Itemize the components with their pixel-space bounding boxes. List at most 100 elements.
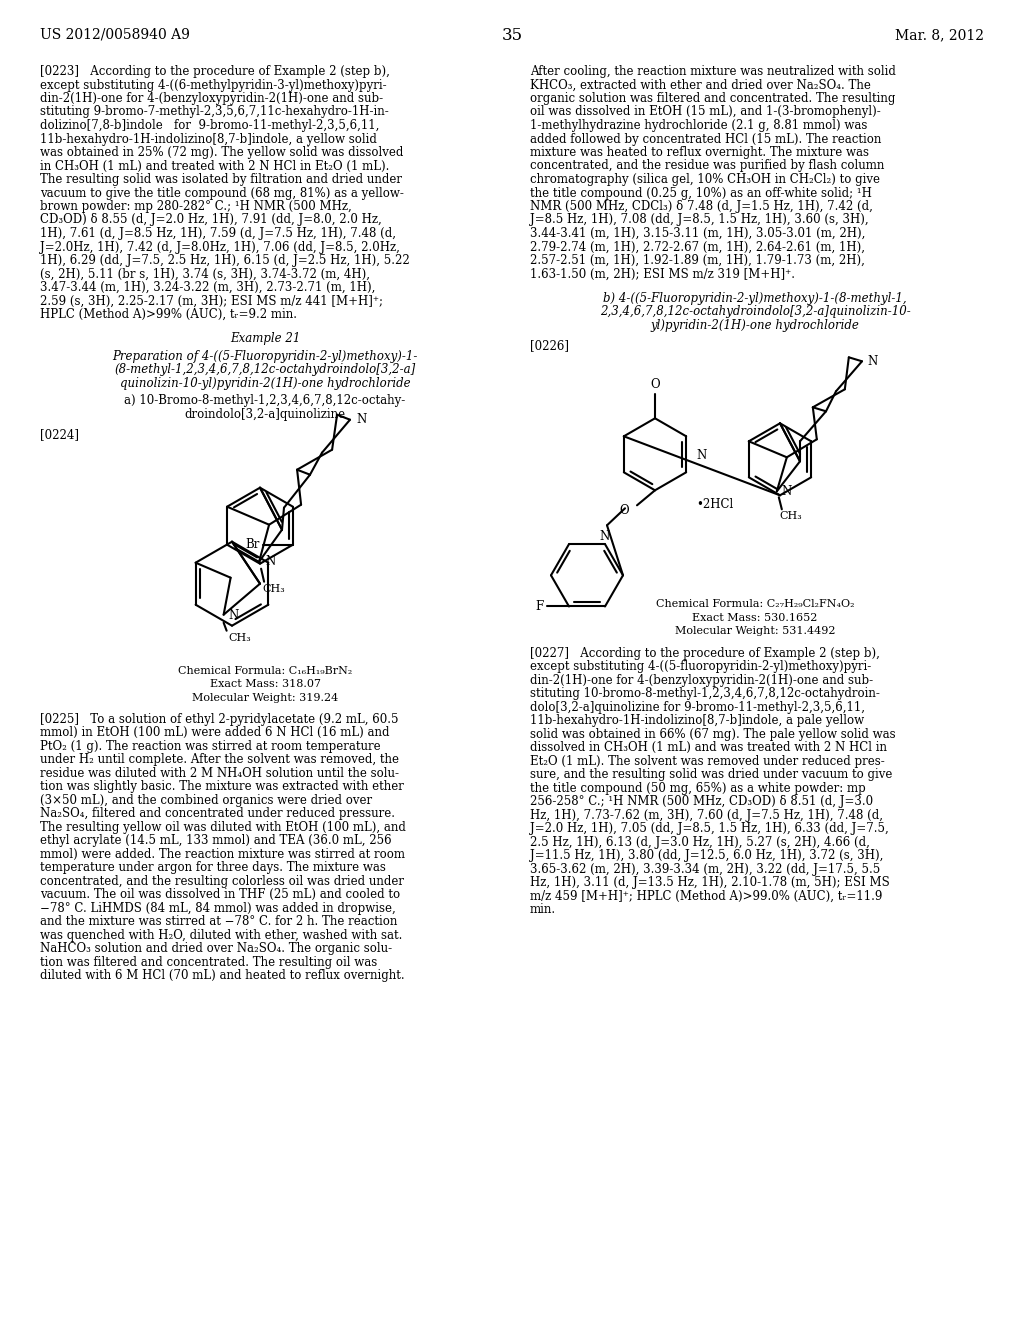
Text: dissolved in CH₃OH (1 mL) and was treated with 2 N HCl in: dissolved in CH₃OH (1 mL) and was treate… <box>530 741 887 754</box>
Text: Br: Br <box>246 539 260 552</box>
Text: in CH₃OH (1 mL) and treated with 2 N HCl in Et₂O (1 mL).: in CH₃OH (1 mL) and treated with 2 N HCl… <box>40 160 389 173</box>
Text: Et₂O (1 mL). The solvent was removed under reduced pres-: Et₂O (1 mL). The solvent was removed und… <box>530 755 885 767</box>
Text: except substituting 4-((5-fluoropyridin-2-yl)methoxy)pyri-: except substituting 4-((5-fluoropyridin-… <box>530 660 871 673</box>
Text: N: N <box>600 529 610 543</box>
Text: ethyl acrylate (14.5 mL, 133 mmol) and TEA (36.0 mL, 256: ethyl acrylate (14.5 mL, 133 mmol) and T… <box>40 834 391 847</box>
Text: residue was diluted with 2 M NH₄OH solution until the solu-: residue was diluted with 2 M NH₄OH solut… <box>40 767 399 780</box>
Text: (3×50 mL), and the combined organics were dried over: (3×50 mL), and the combined organics wer… <box>40 793 372 807</box>
Text: Molecular Weight: 531.4492: Molecular Weight: 531.4492 <box>675 626 836 636</box>
Text: J=11.5 Hz, 1H), 3.80 (dd, J=12.5, 6.0 Hz, 1H), 3.72 (s, 3H),: J=11.5 Hz, 1H), 3.80 (dd, J=12.5, 6.0 Hz… <box>530 849 884 862</box>
Text: •2HCl: •2HCl <box>696 498 733 511</box>
Text: The resulting yellow oil was diluted with EtOH (100 mL), and: The resulting yellow oil was diluted wit… <box>40 821 406 834</box>
Text: tion was slightly basic. The mixture was extracted with ether: tion was slightly basic. The mixture was… <box>40 780 403 793</box>
Text: min.: min. <box>530 903 556 916</box>
Text: 3.65-3.62 (m, 2H), 3.39-3.34 (m, 2H), 3.22 (dd, J=17.5, 5.5: 3.65-3.62 (m, 2H), 3.39-3.34 (m, 2H), 3.… <box>530 862 881 875</box>
Text: HPLC (Method A)>99% (AUC), tᵣ=9.2 min.: HPLC (Method A)>99% (AUC), tᵣ=9.2 min. <box>40 308 297 321</box>
Text: [0225]   To a solution of ethyl 2-pyridylacetate (9.2 mL, 60.5: [0225] To a solution of ethyl 2-pyridyla… <box>40 713 398 726</box>
Text: Hz, 1H), 3.11 (d, J=13.5 Hz, 1H), 2.10-1.78 (m, 5H); ESI MS: Hz, 1H), 3.11 (d, J=13.5 Hz, 1H), 2.10-1… <box>530 876 890 890</box>
Text: 11b-hexahydro-1H-indolizino[8,7-b]indole, a yellow solid: 11b-hexahydro-1H-indolizino[8,7-b]indole… <box>40 132 377 145</box>
Text: organic solution was filtered and concentrated. The resulting: organic solution was filtered and concen… <box>530 92 895 106</box>
Text: sure, and the resulting solid was dried under vacuum to give: sure, and the resulting solid was dried … <box>530 768 892 781</box>
Text: (8-methyl-1,2,3,4,6,7,8,12c-octahydroindolo[3,2-a]: (8-methyl-1,2,3,4,6,7,8,12c-octahydroind… <box>115 363 416 376</box>
Text: b) 4-((5-Fluoropyridin-2-yl)methoxy)-1-(8-methyl-1,: b) 4-((5-Fluoropyridin-2-yl)methoxy)-1-(… <box>603 292 907 305</box>
Text: −78° C. LiHMDS (84 mL, 84 mmol) was added in dropwise,: −78° C. LiHMDS (84 mL, 84 mmol) was adde… <box>40 902 395 915</box>
Text: m/z 459 [M+H]⁺; HPLC (Method A)>99.0% (AUC), tᵣ=11.9: m/z 459 [M+H]⁺; HPLC (Method A)>99.0% (A… <box>530 890 883 903</box>
Text: 1-methylhydrazine hydrochloride (2.1 g, 8.81 mmol) was: 1-methylhydrazine hydrochloride (2.1 g, … <box>530 119 867 132</box>
Text: was quenched with H₂O, diluted with ether, washed with sat.: was quenched with H₂O, diluted with ethe… <box>40 929 402 942</box>
Text: brown powder: mp 280-282° C.; ¹H NMR (500 MHz,: brown powder: mp 280-282° C.; ¹H NMR (50… <box>40 201 352 213</box>
Text: 3.44-3.41 (m, 1H), 3.15-3.11 (m, 1H), 3.05-3.01 (m, 2H),: 3.44-3.41 (m, 1H), 3.15-3.11 (m, 1H), 3.… <box>530 227 865 240</box>
Text: CH₃: CH₃ <box>262 583 285 594</box>
Text: [0227]   According to the procedure of Example 2 (step b),: [0227] According to the procedure of Exa… <box>530 647 880 660</box>
Text: stituting 9-bromo-7-methyl-2,3,5,6,7,11c-hexahydro-1H-in-: stituting 9-bromo-7-methyl-2,3,5,6,7,11c… <box>40 106 389 119</box>
Text: 1H), 6.29 (dd, J=7.5, 2.5 Hz, 1H), 6.15 (d, J=2.5 Hz, 1H), 5.22: 1H), 6.29 (dd, J=7.5, 2.5 Hz, 1H), 6.15 … <box>40 253 410 267</box>
Text: CD₃OD) δ 8.55 (d, J=2.0 Hz, 1H), 7.91 (dd, J=8.0, 2.0 Hz,: CD₃OD) δ 8.55 (d, J=2.0 Hz, 1H), 7.91 (d… <box>40 214 382 227</box>
Text: Preparation of 4-((5-Fluoropyridin-2-yl)methoxy)-1-: Preparation of 4-((5-Fluoropyridin-2-yl)… <box>113 350 418 363</box>
Text: a) 10-Bromo-8-methyl-1,2,3,4,6,7,8,12c-octahy-: a) 10-Bromo-8-methyl-1,2,3,4,6,7,8,12c-o… <box>124 395 406 408</box>
Text: NaHCO₃ solution and dried over Na₂SO₄. The organic solu-: NaHCO₃ solution and dried over Na₂SO₄. T… <box>40 942 392 956</box>
Text: oil was dissolved in EtOH (15 mL), and 1-(3-bromophenyl)-: oil was dissolved in EtOH (15 mL), and 1… <box>530 106 881 119</box>
Text: US 2012/0058940 A9: US 2012/0058940 A9 <box>40 28 189 42</box>
Text: added followed by concentrated HCl (15 mL). The reaction: added followed by concentrated HCl (15 m… <box>530 132 882 145</box>
Text: except substituting 4-((6-methylpyridin-3-yl)methoxy)pyri-: except substituting 4-((6-methylpyridin-… <box>40 78 387 91</box>
Text: Exact Mass: 530.1652: Exact Mass: 530.1652 <box>692 612 818 623</box>
Text: vacuum. The oil was dissolved in THF (25 mL) and cooled to: vacuum. The oil was dissolved in THF (25… <box>40 888 400 902</box>
Text: (s, 2H), 5.11 (br s, 1H), 3.74 (s, 3H), 3.74-3.72 (m, 4H),: (s, 2H), 5.11 (br s, 1H), 3.74 (s, 3H), … <box>40 268 370 281</box>
Text: F: F <box>536 601 544 612</box>
Text: Chemical Formula: C₁₆H₁₉BrN₂: Chemical Formula: C₁₆H₁₉BrN₂ <box>178 665 352 676</box>
Text: and the mixture was stirred at −78° C. for 2 h. The reaction: and the mixture was stirred at −78° C. f… <box>40 916 397 928</box>
Text: N: N <box>867 355 878 368</box>
Text: O: O <box>650 378 659 391</box>
Text: The resulting solid was isolated by filtration and dried under: The resulting solid was isolated by filt… <box>40 173 402 186</box>
Text: Example 21: Example 21 <box>229 333 300 346</box>
Text: mixture was heated to reflux overnight. The mixture was: mixture was heated to reflux overnight. … <box>530 147 869 158</box>
Text: diluted with 6 M HCl (70 mL) and heated to reflux overnight.: diluted with 6 M HCl (70 mL) and heated … <box>40 969 404 982</box>
Text: PtO₂ (1 g). The reaction was stirred at room temperature: PtO₂ (1 g). The reaction was stirred at … <box>40 741 381 752</box>
Text: quinolizin-10-yl)pyridin-2(1H)-one hydrochloride: quinolizin-10-yl)pyridin-2(1H)-one hydro… <box>120 376 411 389</box>
Text: Hz, 1H), 7.73-7.62 (m, 3H), 7.60 (d, J=7.5 Hz, 1H), 7.48 (d,: Hz, 1H), 7.73-7.62 (m, 3H), 7.60 (d, J=7… <box>530 809 883 821</box>
Text: N: N <box>265 556 275 568</box>
Text: KHCO₃, extracted with ether and dried over Na₂SO₄. The: KHCO₃, extracted with ether and dried ov… <box>530 78 870 91</box>
Text: Exact Mass: 318.07: Exact Mass: 318.07 <box>210 680 321 689</box>
Text: stituting 10-bromo-8-methyl-1,2,3,4,6,7,8,12c-octahydroin-: stituting 10-bromo-8-methyl-1,2,3,4,6,7,… <box>530 686 880 700</box>
Text: 2.57-2.51 (m, 1H), 1.92-1.89 (m, 1H), 1.79-1.73 (m, 2H),: 2.57-2.51 (m, 1H), 1.92-1.89 (m, 1H), 1.… <box>530 253 865 267</box>
Text: din-2(1H)-one for 4-(benzyloxypyridin-2(1H)-one and sub-: din-2(1H)-one for 4-(benzyloxypyridin-2(… <box>530 673 873 686</box>
Text: 2.79-2.74 (m, 1H), 2.72-2.67 (m, 1H), 2.64-2.61 (m, 1H),: 2.79-2.74 (m, 1H), 2.72-2.67 (m, 1H), 2.… <box>530 240 865 253</box>
Text: chromatography (silica gel, 10% CH₃OH in CH₂Cl₂) to give: chromatography (silica gel, 10% CH₃OH in… <box>530 173 880 186</box>
Text: Molecular Weight: 319.24: Molecular Weight: 319.24 <box>191 693 338 702</box>
Text: [0226]: [0226] <box>530 339 569 352</box>
Text: the title compound (50 mg, 65%) as a white powder: mp: the title compound (50 mg, 65%) as a whi… <box>530 781 865 795</box>
Text: vacuum to give the title compound (68 mg, 81%) as a yellow-: vacuum to give the title compound (68 mg… <box>40 186 403 199</box>
Text: CH₃: CH₃ <box>780 511 803 521</box>
Text: solid was obtained in 66% (67 mg). The pale yellow solid was: solid was obtained in 66% (67 mg). The p… <box>530 727 896 741</box>
Text: CH₃: CH₃ <box>228 632 251 643</box>
Text: mmol) were added. The reaction mixture was stirred at room: mmol) were added. The reaction mixture w… <box>40 847 406 861</box>
Text: 2.59 (s, 3H), 2.25-2.17 (m, 3H); ESI MS m/z 441 [M+H]⁺;: 2.59 (s, 3H), 2.25-2.17 (m, 3H); ESI MS … <box>40 294 383 308</box>
Text: 256-258° C.; ¹H NMR (500 MHz, CD₃OD) δ 8.51 (d, J=3.0: 256-258° C.; ¹H NMR (500 MHz, CD₃OD) δ 8… <box>530 795 873 808</box>
Text: din-2(1H)-one for 4-(benzyloxypyridin-2(1H)-one and sub-: din-2(1H)-one for 4-(benzyloxypyridin-2(… <box>40 92 383 106</box>
Text: N: N <box>228 610 239 622</box>
Text: Na₂SO₄, filtered and concentrated under reduced pressure.: Na₂SO₄, filtered and concentrated under … <box>40 808 395 821</box>
Text: temperature under argon for three days. The mixture was: temperature under argon for three days. … <box>40 862 386 874</box>
Text: the title compound (0.25 g, 10%) as an off-white solid; ¹H: the title compound (0.25 g, 10%) as an o… <box>530 186 871 199</box>
Text: mmol) in EtOH (100 mL) were added 6 N HCl (16 mL) and: mmol) in EtOH (100 mL) were added 6 N HC… <box>40 726 389 739</box>
Text: 1H), 7.61 (d, J=8.5 Hz, 1H), 7.59 (d, J=7.5 Hz, 1H), 7.48 (d,: 1H), 7.61 (d, J=8.5 Hz, 1H), 7.59 (d, J=… <box>40 227 396 240</box>
Text: yl)pyridin-2(1H)-one hydrochloride: yl)pyridin-2(1H)-one hydrochloride <box>650 319 859 331</box>
Text: under H₂ until complete. After the solvent was removed, the: under H₂ until complete. After the solve… <box>40 754 399 767</box>
Text: J=8.5 Hz, 1H), 7.08 (dd, J=8.5, 1.5 Hz, 1H), 3.60 (s, 3H),: J=8.5 Hz, 1H), 7.08 (dd, J=8.5, 1.5 Hz, … <box>530 214 868 227</box>
Text: dolo[3,2-a]quinolizine for 9-bromo-11-methyl-2,3,5,6,11,: dolo[3,2-a]quinolizine for 9-bromo-11-me… <box>530 701 865 714</box>
Text: was obtained in 25% (72 mg). The yellow solid was dissolved: was obtained in 25% (72 mg). The yellow … <box>40 147 403 158</box>
Text: 1.63-1.50 (m, 2H); ESI MS m/z 319 [M+H]⁺.: 1.63-1.50 (m, 2H); ESI MS m/z 319 [M+H]⁺… <box>530 268 795 281</box>
Text: [0224]: [0224] <box>40 428 79 441</box>
Text: Chemical Formula: C₂₇H₂₉Cl₂FN₄O₂: Chemical Formula: C₂₇H₂₉Cl₂FN₄O₂ <box>655 599 854 610</box>
Text: NMR (500 MHz, CDCl₃) δ 7.48 (d, J=1.5 Hz, 1H), 7.42 (d,: NMR (500 MHz, CDCl₃) δ 7.48 (d, J=1.5 Hz… <box>530 201 872 213</box>
Text: J=2.0Hz, 1H), 7.42 (d, J=8.0Hz, 1H), 7.06 (dd, J=8.5, 2.0Hz,: J=2.0Hz, 1H), 7.42 (d, J=8.0Hz, 1H), 7.0… <box>40 240 400 253</box>
Text: [0223]   According to the procedure of Example 2 (step b),: [0223] According to the procedure of Exa… <box>40 65 390 78</box>
Text: N: N <box>696 449 707 462</box>
Text: 2.5 Hz, 1H), 6.13 (d, J=3.0 Hz, 1H), 5.27 (s, 2H), 4.66 (d,: 2.5 Hz, 1H), 6.13 (d, J=3.0 Hz, 1H), 5.2… <box>530 836 869 849</box>
Text: 2,3,4,6,7,8,12c-octahydroindolo[3,2-a]quinolizin-10-: 2,3,4,6,7,8,12c-octahydroindolo[3,2-a]qu… <box>600 305 910 318</box>
Text: Mar. 8, 2012: Mar. 8, 2012 <box>895 28 984 42</box>
Text: 3.47-3.44 (m, 1H), 3.24-3.22 (m, 3H), 2.73-2.71 (m, 1H),: 3.47-3.44 (m, 1H), 3.24-3.22 (m, 3H), 2.… <box>40 281 376 294</box>
Text: O: O <box>620 504 629 517</box>
Text: N: N <box>356 413 367 426</box>
